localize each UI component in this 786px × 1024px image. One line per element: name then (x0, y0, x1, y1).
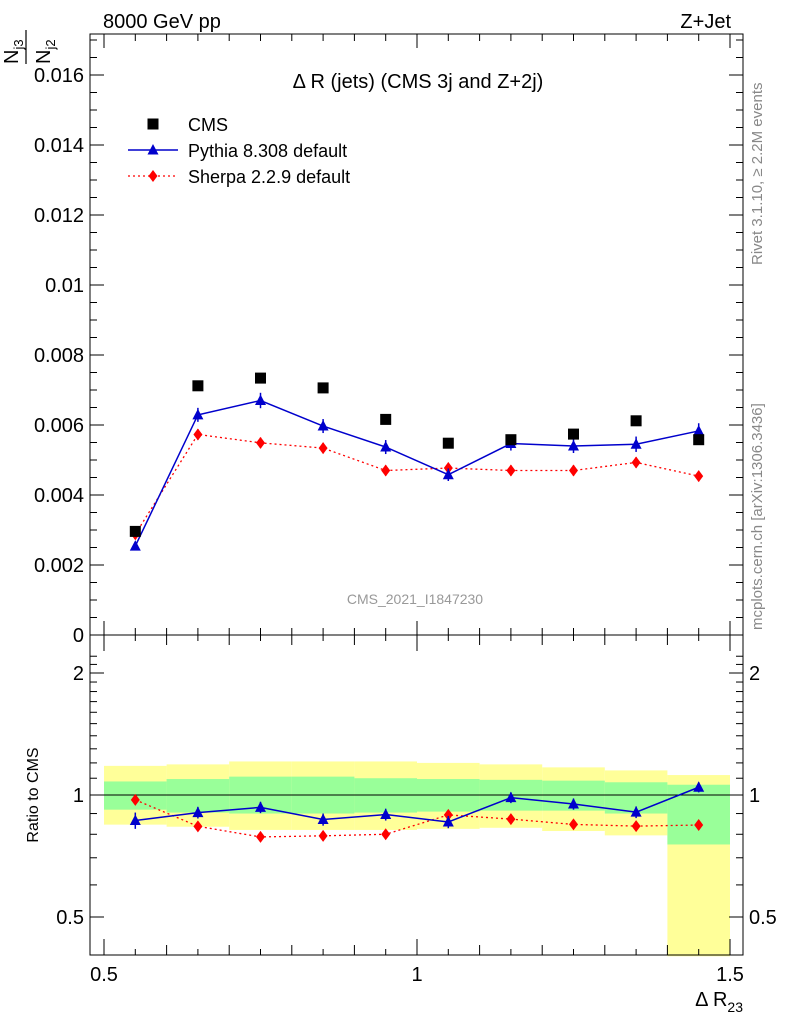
ratio-y-tick-label-right: 2 (749, 663, 760, 685)
sherpa-point (193, 428, 203, 441)
ratio-band-green (667, 784, 730, 845)
watermark: CMS_2021_I1847230 (347, 591, 483, 607)
x-tick-label: 0.5 (90, 964, 118, 986)
y-tick-label: 0 (73, 625, 84, 647)
sherpa-point (256, 436, 265, 449)
sherpa-point (443, 462, 453, 475)
legend-pythia-marker (147, 144, 159, 155)
ratio-y-tick-label: 2 (73, 663, 84, 685)
ratio-axes: 0.5 0.5 1 1 2 2 0.5 1 1.5 (56, 634, 777, 986)
cms-point (192, 380, 204, 392)
ratio-pythia-point (255, 801, 266, 812)
ratio-panel: 0.5 0.5 1 1 2 2 0.5 1 1.5 Ratio to CMS Δ R23 (25, 634, 777, 1015)
header-right: Z+Jet (680, 11, 731, 33)
pythia-point (442, 468, 454, 480)
pythia-point (568, 440, 579, 451)
sherpa-point (381, 464, 391, 477)
y-tick-label: 0.01 (45, 275, 84, 297)
ratio-bands (104, 761, 730, 957)
pythia-point (129, 540, 141, 551)
legend: CMS Pythia 8.308 default Sherpa 2.2.9 defa… (128, 115, 350, 187)
ratio-sherpa-point (694, 819, 704, 832)
y-tick-label: 0.014 (34, 135, 84, 157)
rivet-label: Rivet 3.1.10, ≥ 2.2M events (749, 83, 766, 266)
cms-point (442, 437, 454, 449)
cms-point (129, 525, 141, 537)
ratio-pythia-point (129, 814, 141, 826)
sherpa-line (134, 433, 699, 535)
ratio-pythia-point (442, 815, 454, 827)
y-label-numerator: Nj3 (1, 39, 26, 64)
x-tick-label: 1 (411, 964, 422, 986)
ratio-pythia-point (505, 791, 517, 803)
pythia-point (255, 394, 266, 405)
y-tick-label: 0.008 (34, 345, 84, 367)
x-axis-label-main: Δ R (695, 989, 727, 1011)
ratio-pythia-point (568, 798, 579, 809)
y-axis-label: Nj3 Nj2 (1, 30, 58, 64)
ratio-sherpa-point (631, 820, 641, 833)
pythia-line (134, 399, 699, 547)
header-left: 8000 GeV pp (103, 11, 221, 33)
pythia-point (192, 408, 204, 420)
cms-point (505, 434, 517, 446)
ratio-sherpa-point (381, 828, 391, 841)
ratio-pythia-point (192, 806, 204, 818)
pythia-point (630, 438, 642, 449)
chart-title-text: Δ R (jets) (CMS 3j and Z+2j) (293, 71, 544, 93)
ratio-sherpa-point (256, 830, 265, 843)
legend-sherpa-label: Sherpa 2.2.9 default (188, 167, 350, 187)
y-tick-label: 0.004 (34, 485, 84, 507)
y-label-denominator: Nj2 (33, 39, 58, 64)
cms-point (380, 413, 392, 425)
ratio-pythia-point (693, 781, 705, 792)
cms-point (255, 372, 266, 384)
legend-pythia-label: Pythia 8.308 default (188, 141, 347, 161)
main-series (129, 372, 705, 551)
sherpa-point (694, 470, 704, 483)
ratio-sherpa-point (506, 813, 516, 826)
ratio-pythia-point (380, 808, 392, 820)
pythia-point (693, 424, 705, 436)
sherpa-point (318, 442, 328, 455)
ratio-y-tick-label: 0.5 (56, 907, 84, 929)
y-tick-label: 0.002 (34, 555, 84, 577)
ratio-sherpa-point (443, 808, 453, 821)
sherpa-point (506, 464, 516, 477)
ratio-sherpa-point (130, 793, 140, 806)
cms-point (317, 382, 329, 394)
y-tick-label: 0.012 (34, 205, 84, 227)
sherpa-point (569, 464, 578, 477)
chart-title: Δ R (jets) (CMS 3j and Z+2j) (293, 71, 544, 93)
x-axis-label: Δ R23 (695, 989, 743, 1015)
cms-point (693, 434, 705, 446)
ratio-pythia-line (135, 786, 699, 823)
legend-cms-marker (147, 118, 159, 130)
legend-sherpa-marker (148, 170, 158, 182)
ratio-pythia-point (317, 813, 329, 825)
ratio-sherpa-point (193, 820, 203, 833)
mcplots-label: mcplots.cern.ch [arXiv:1306.3436] (749, 403, 766, 630)
ratio-pythia-point (630, 806, 642, 817)
y-tick-label: 0.016 (34, 65, 84, 87)
ratio-sherpa-point (318, 829, 328, 842)
cms-point (630, 415, 642, 427)
ratio-y-tick-label-right: 1 (749, 785, 760, 807)
main-panel: 0 0.002 0.004 0.006 0.008 0.01 0.012 0.014 0.016… (1, 30, 744, 647)
pythia-point (380, 441, 392, 452)
y-tick-label: 0.006 (34, 415, 84, 437)
x-tick-label: 1.5 (716, 964, 744, 986)
legend-cms-label: CMS (188, 115, 228, 135)
x-axis-label-sub: 23 (727, 999, 743, 1015)
main-axes: 0 0.002 0.004 0.006 0.008 0.01 0.012 0.014 0.016 (34, 33, 744, 647)
ratio-y-label: Ratio to CMS (25, 747, 42, 842)
ratio-sherpa-point (569, 818, 578, 831)
ratio-series (129, 781, 705, 843)
ratio-y-tick-label-right: 0.5 (749, 907, 777, 929)
ratio-y-tick-label: 1 (73, 785, 84, 807)
sherpa-point (631, 456, 641, 469)
cms-point (568, 428, 579, 440)
pythia-point (317, 420, 329, 431)
